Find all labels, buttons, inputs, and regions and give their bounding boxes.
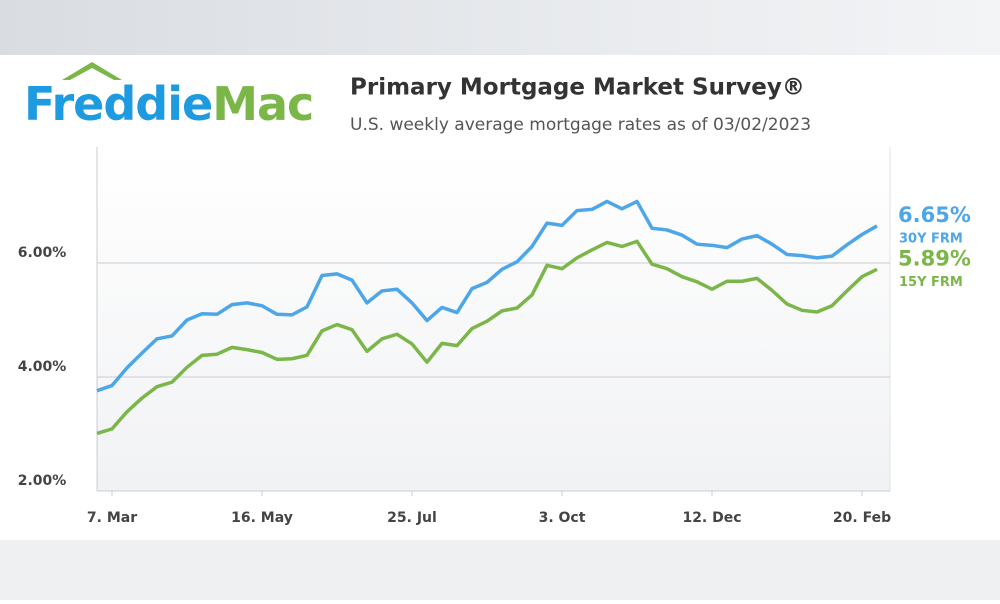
- y-tick-label: 6.00%: [18, 245, 67, 261]
- x-tick-label: 3. Oct: [539, 510, 586, 526]
- value-label: 5.89%: [898, 246, 971, 270]
- logo: FreddieMac: [24, 77, 313, 131]
- x-tick-label: 12. Dec: [682, 510, 741, 526]
- series-line: [96, 199, 878, 393]
- y-tick-label: 2.00%: [18, 473, 67, 489]
- top-band: [0, 0, 1000, 55]
- chart-title: Primary Mortgage Market Survey®: [350, 75, 805, 101]
- plot-area: [97, 147, 890, 491]
- logo-right: Mac: [212, 77, 313, 131]
- series-label: 30Y FRM: [899, 231, 963, 246]
- logo-left: Freddie: [24, 77, 212, 131]
- y-tick-label: 4.00%: [18, 359, 67, 375]
- x-tick-label: 20. Feb: [833, 510, 891, 526]
- x-tick-label: 25. Jul: [387, 510, 437, 526]
- x-tick-label: 7. Mar: [87, 510, 137, 526]
- series-label: 15Y FRM: [899, 275, 963, 290]
- x-tick-label: 16. May: [231, 510, 293, 526]
- logo-roof: [62, 62, 122, 80]
- series-line: [96, 239, 878, 436]
- value-label: 6.65%: [898, 203, 971, 227]
- bottom-band: [0, 540, 1000, 600]
- chart-subtitle: U.S. weekly average mortgage rates as of…: [350, 115, 811, 135]
